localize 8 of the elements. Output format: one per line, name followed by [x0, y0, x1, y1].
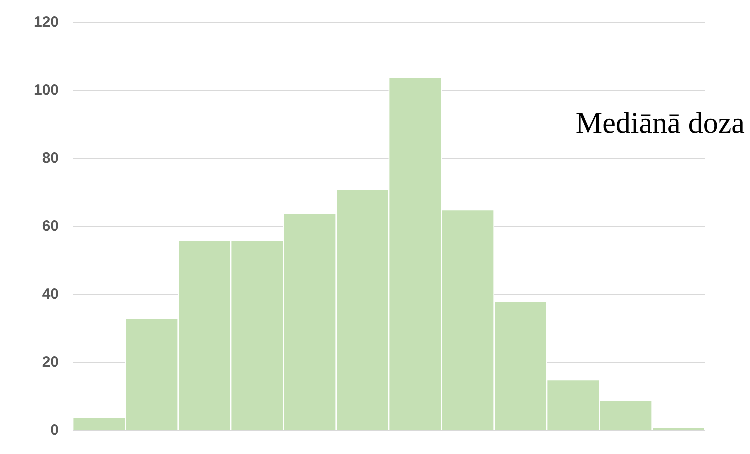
y-tick-label: 100 [34, 82, 60, 100]
annotation: Mediānā doza [576, 106, 745, 140]
y-tick-label: 40 [42, 286, 60, 304]
y-tick-label: 80 [42, 150, 60, 168]
y-tick-label: 60 [42, 218, 60, 236]
y-tick-label: 20 [42, 354, 60, 372]
y-tick-label: 120 [34, 14, 60, 32]
y-tick-label: 0 [50, 422, 60, 440]
